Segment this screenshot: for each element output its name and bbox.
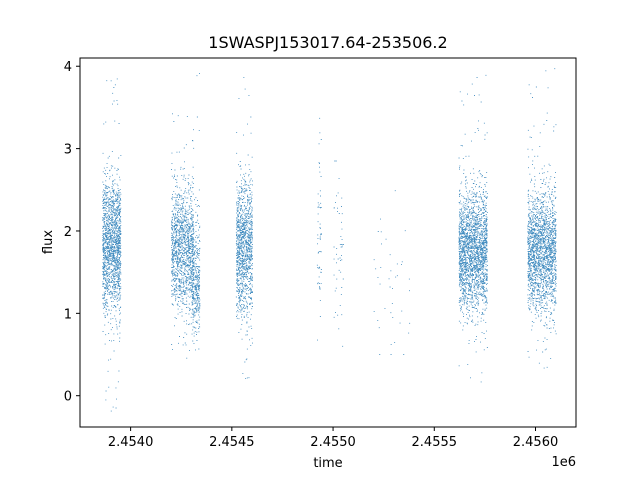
x-tick-label: 2.4555 bbox=[412, 435, 458, 450]
y-tick-label: 1 bbox=[64, 307, 72, 322]
flux-points bbox=[102, 68, 557, 412]
x-tick-label: 2.4540 bbox=[108, 435, 154, 450]
x-axis-label: time bbox=[313, 456, 342, 471]
x-tick-label: 2.4545 bbox=[209, 435, 255, 450]
x-offset-label: 1e6 bbox=[551, 455, 576, 470]
y-tick-label: 2 bbox=[64, 225, 72, 240]
plot-frame bbox=[79, 57, 577, 428]
x-axis: 2.4540 2.4545 2.4550 2.4555 2.4560 bbox=[108, 427, 558, 450]
y-tick-label: 4 bbox=[64, 60, 72, 75]
y-axis-label: flux bbox=[41, 230, 56, 254]
chart-title: 1SWASPJ153017.64-253506.2 bbox=[208, 33, 447, 52]
data-points bbox=[102, 68, 557, 412]
x-tick-label: 2.4550 bbox=[310, 435, 356, 450]
y-tick-label: 3 bbox=[64, 143, 72, 158]
y-tick-label: 0 bbox=[64, 390, 72, 405]
x-tick-label: 2.4560 bbox=[513, 435, 559, 450]
y-axis: 0 1 2 3 4 bbox=[64, 60, 80, 405]
